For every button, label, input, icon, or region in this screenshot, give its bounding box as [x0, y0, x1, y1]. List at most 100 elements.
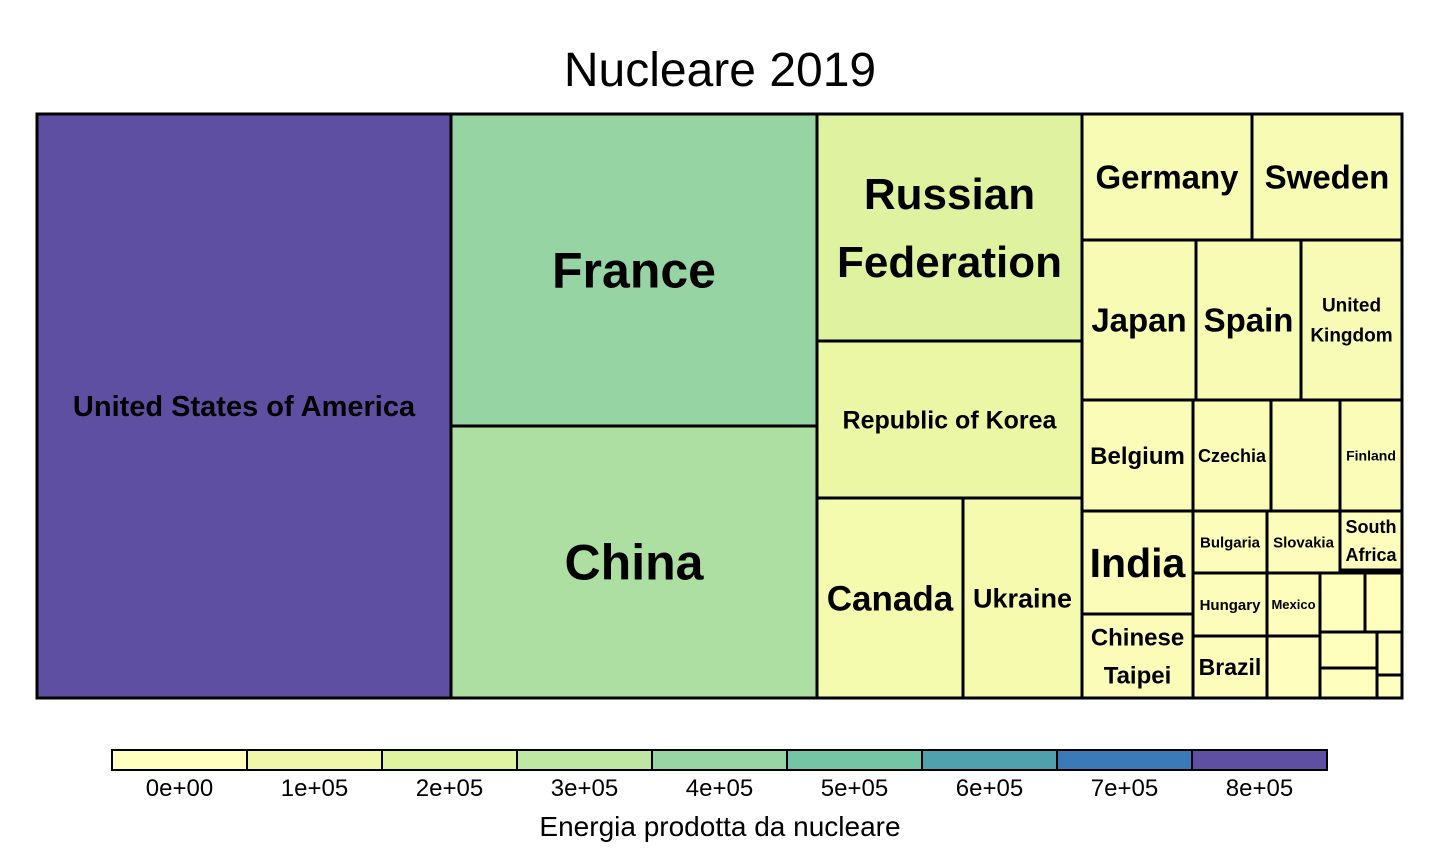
treemap-cell-canada: Canada: [815, 496, 965, 700]
treemap-cell-label: South Africa: [1345, 517, 1397, 565]
treemap-cell-brazil: Brazil: [1191, 634, 1269, 700]
treemap-cell-rect: [1194, 238, 1303, 402]
treemap-cell-united-states-of-america: United States of America: [35, 112, 453, 700]
treemap-cell-rect: [815, 339, 1084, 500]
treemap-cell-label: Sweden: [1265, 159, 1390, 196]
treemap-cell-unlabeled-28: [1375, 630, 1404, 677]
legend-tick-label: 7e+05: [1091, 775, 1158, 802]
treemap-cell-rect: [1080, 509, 1195, 616]
color-legend: 0e+00 1e+05 2e+05 3e+05 4e+05 5e+05 6e+05 7e+05…: [111, 749, 1328, 802]
treemap-cell-unlabeled-30: [1265, 634, 1322, 700]
legend-swatch: [516, 749, 653, 771]
treemap-cell-rect: [815, 496, 965, 700]
treemap-cell-france: France: [449, 112, 819, 428]
treemap-cell-chinese-taipei: Chinese Taipei: [1080, 612, 1195, 700]
legend-swatch: [921, 749, 1058, 771]
legend-tick-label: 0e+00: [146, 775, 213, 802]
treemap-cell-finland: Finland: [1338, 398, 1404, 513]
treemap-cell-spain: Spain: [1194, 238, 1303, 402]
treemap-cell-label: Chinese Taipei: [1091, 624, 1184, 689]
treemap-cell-south-africa: South Africa: [1338, 509, 1404, 572]
legend-swatch: [381, 749, 518, 771]
legend-swatch: [1056, 749, 1193, 771]
treemap-cell-rect: [1080, 612, 1195, 700]
treemap-cell-hungary: Hungary: [1191, 571, 1269, 638]
legend-swatch: [246, 749, 383, 771]
treemap-cell-germany: Germany: [1080, 112, 1254, 242]
treemap-cell-rect: [1318, 666, 1379, 700]
treemap-cell-unlabeled-27: [1318, 666, 1379, 700]
treemap-cell-china: China: [449, 424, 819, 700]
treemap-cell-unlabeled-24: [1318, 571, 1367, 634]
legend-tick-label: 1e+05: [281, 775, 348, 802]
treemap-cell-rect: [35, 112, 453, 700]
treemap-cell-label: Canada: [827, 579, 954, 618]
treemap-cell-rect: [1318, 571, 1367, 634]
treemap-cell-sweden: Sweden: [1250, 112, 1404, 242]
treemap-cell-label: Czechia: [1198, 446, 1267, 466]
treemap-cell-unlabeled-25: [1363, 571, 1404, 634]
treemap-cell-rect: [1269, 398, 1342, 513]
legend-tick-label: 3e+05: [551, 775, 618, 802]
treemap-cell-rect: [449, 424, 819, 700]
legend-swatch: [111, 749, 248, 771]
treemap-cell-rect: [1191, 398, 1273, 513]
treemap-cell-label: Germany: [1095, 159, 1239, 196]
treemap-cell-india: India: [1080, 509, 1195, 616]
treemap-cell-rect: [1375, 630, 1404, 677]
treemap-cell-label: Belgium: [1090, 443, 1185, 470]
treemap-cell-rect: [961, 496, 1084, 700]
treemap-cell-label: Hungary: [1200, 597, 1262, 614]
treemap-cell-label: India: [1090, 540, 1187, 586]
legend-tick-label: 8e+05: [1226, 775, 1293, 802]
treemap-cell-slovakia: Slovakia: [1265, 509, 1342, 575]
legend-swatch: [786, 749, 923, 771]
treemap-cell-czechia: Czechia: [1191, 398, 1273, 513]
legend-tick-label: 4e+05: [686, 775, 753, 802]
treemap-cell-label: United Kingdom: [1310, 296, 1392, 347]
treemap-cell-japan: Japan: [1080, 238, 1198, 402]
legend-title: Energia prodotta da nucleare: [539, 811, 900, 842]
treemap-cell-label: Russian Federation: [837, 170, 1062, 287]
treemap-cell-rect: [1299, 238, 1404, 402]
treemap-cell-rect: [1363, 571, 1404, 634]
chart-title: Nucleare 2019: [564, 44, 876, 97]
treemap-cell-belgium: Belgium: [1080, 398, 1195, 513]
treemap-cell-label: Ukraine: [973, 583, 1072, 613]
treemap-cell-rect: [815, 112, 1084, 343]
treemap-cell-mexico: Mexico: [1265, 571, 1322, 638]
legend-swatch: [1191, 749, 1328, 771]
treemap-cell-label: Bulgaria: [1200, 534, 1261, 551]
legend-tick-label: 6e+05: [956, 775, 1023, 802]
treemap-cell-rect: [1191, 509, 1269, 575]
treemap-cell-label: France: [552, 243, 716, 299]
treemap-cell-united-kingdom: United Kingdom: [1299, 238, 1404, 402]
treemap-cell-rect: [1338, 509, 1404, 572]
treemap-cell-republic-of-korea: Republic of Korea: [815, 339, 1084, 500]
treemap-frame: [35, 112, 1404, 700]
treemap-cell-ukraine: Ukraine: [961, 496, 1084, 700]
treemap-cell-label: United States of America: [73, 391, 416, 423]
treemap-cell-label: Mexico: [1271, 597, 1315, 612]
treemap-cell-label: Japan: [1091, 302, 1186, 339]
treemap-cell-label: Slovakia: [1273, 534, 1335, 551]
treemap-cell-rect: [449, 112, 819, 428]
legend-swatch: [651, 749, 788, 771]
treemap-cell-rect: [1250, 112, 1404, 242]
treemap-cell-rect: [1375, 673, 1404, 700]
treemap-cell-russian-federation: Russian Federation: [815, 112, 1084, 343]
legend-tick-label: 5e+05: [821, 775, 888, 802]
treemap-cell-rect: [1318, 630, 1379, 670]
treemap-cell-unlabeled-26: [1318, 630, 1379, 670]
treemap-cell-rect: [1265, 634, 1322, 700]
treemap-cell-label: Republic of Korea: [843, 406, 1058, 434]
treemap-cell-label: China: [565, 535, 705, 591]
treemap-cell-bulgaria: Bulgaria: [1191, 509, 1269, 575]
treemap-cell-label: Spain: [1204, 302, 1294, 339]
treemap-cells: United States of America France China Russi…: [35, 112, 1404, 700]
treemap-cell-unlabeled-14: [1269, 398, 1342, 513]
treemap-cell-unlabeled-29: [1375, 673, 1404, 700]
treemap-cell-label: Finland: [1346, 447, 1396, 463]
treemap-cell-rect: [1080, 112, 1254, 242]
